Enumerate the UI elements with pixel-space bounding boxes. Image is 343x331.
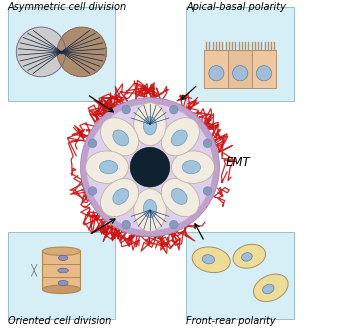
Circle shape [16, 27, 66, 77]
Ellipse shape [143, 117, 157, 135]
Circle shape [16, 27, 66, 77]
Circle shape [57, 27, 107, 77]
Ellipse shape [100, 118, 139, 156]
Text: Apical-basal polarity: Apical-basal polarity [186, 2, 286, 12]
Circle shape [16, 27, 66, 77]
Ellipse shape [99, 161, 118, 174]
Ellipse shape [58, 280, 68, 286]
Bar [43, 251, 81, 289]
Circle shape [169, 105, 178, 114]
Circle shape [122, 105, 130, 114]
Circle shape [57, 27, 107, 77]
Bar [252, 50, 276, 88]
Circle shape [16, 27, 66, 77]
Ellipse shape [182, 161, 200, 174]
Circle shape [16, 27, 66, 77]
Circle shape [57, 27, 107, 77]
Ellipse shape [192, 247, 230, 273]
Circle shape [57, 27, 107, 77]
Ellipse shape [253, 274, 288, 302]
Circle shape [16, 27, 66, 77]
FancyBboxPatch shape [186, 7, 294, 101]
Circle shape [233, 66, 248, 81]
Ellipse shape [202, 255, 215, 264]
Circle shape [88, 139, 97, 148]
Circle shape [57, 27, 107, 77]
Circle shape [257, 66, 272, 81]
Ellipse shape [241, 253, 252, 261]
Circle shape [169, 220, 178, 229]
Ellipse shape [113, 130, 129, 146]
Ellipse shape [143, 199, 157, 218]
Circle shape [16, 27, 66, 77]
Ellipse shape [100, 178, 139, 216]
Ellipse shape [58, 268, 68, 273]
Circle shape [57, 27, 107, 77]
Ellipse shape [161, 178, 200, 216]
Circle shape [57, 27, 107, 77]
Circle shape [88, 187, 97, 195]
Circle shape [57, 27, 107, 77]
Text: Asymmetric cell division: Asymmetric cell division [8, 2, 127, 12]
Circle shape [16, 27, 66, 77]
Text: Oriented cell division: Oriented cell division [8, 316, 111, 326]
Text: Front-rear polarity: Front-rear polarity [186, 316, 276, 326]
Circle shape [57, 27, 107, 77]
Ellipse shape [58, 255, 68, 260]
FancyBboxPatch shape [8, 232, 115, 319]
Ellipse shape [171, 130, 187, 146]
Ellipse shape [43, 247, 81, 256]
FancyBboxPatch shape [8, 7, 115, 101]
Ellipse shape [233, 244, 265, 268]
Circle shape [86, 104, 214, 231]
Bar [228, 50, 252, 88]
Circle shape [57, 27, 107, 77]
Circle shape [16, 27, 66, 77]
FancyBboxPatch shape [186, 232, 294, 319]
Ellipse shape [43, 285, 81, 294]
Circle shape [57, 27, 107, 77]
Circle shape [81, 98, 220, 237]
Circle shape [16, 27, 66, 77]
Circle shape [130, 147, 170, 187]
Circle shape [57, 27, 107, 77]
Circle shape [16, 27, 66, 77]
Circle shape [57, 27, 107, 77]
Circle shape [57, 27, 107, 77]
Ellipse shape [172, 151, 214, 183]
Ellipse shape [171, 188, 187, 204]
Circle shape [16, 27, 66, 77]
Circle shape [203, 139, 212, 148]
Circle shape [16, 27, 66, 77]
Circle shape [57, 27, 107, 77]
Text: EMT: EMT [226, 156, 251, 169]
Ellipse shape [113, 188, 129, 204]
Ellipse shape [85, 151, 129, 183]
Circle shape [122, 220, 130, 229]
Ellipse shape [134, 103, 166, 146]
Bar [204, 50, 228, 88]
Ellipse shape [134, 189, 166, 232]
Circle shape [16, 27, 66, 77]
Circle shape [16, 27, 66, 77]
Circle shape [209, 66, 224, 81]
Circle shape [203, 187, 212, 195]
Ellipse shape [161, 118, 200, 156]
Ellipse shape [263, 284, 274, 294]
